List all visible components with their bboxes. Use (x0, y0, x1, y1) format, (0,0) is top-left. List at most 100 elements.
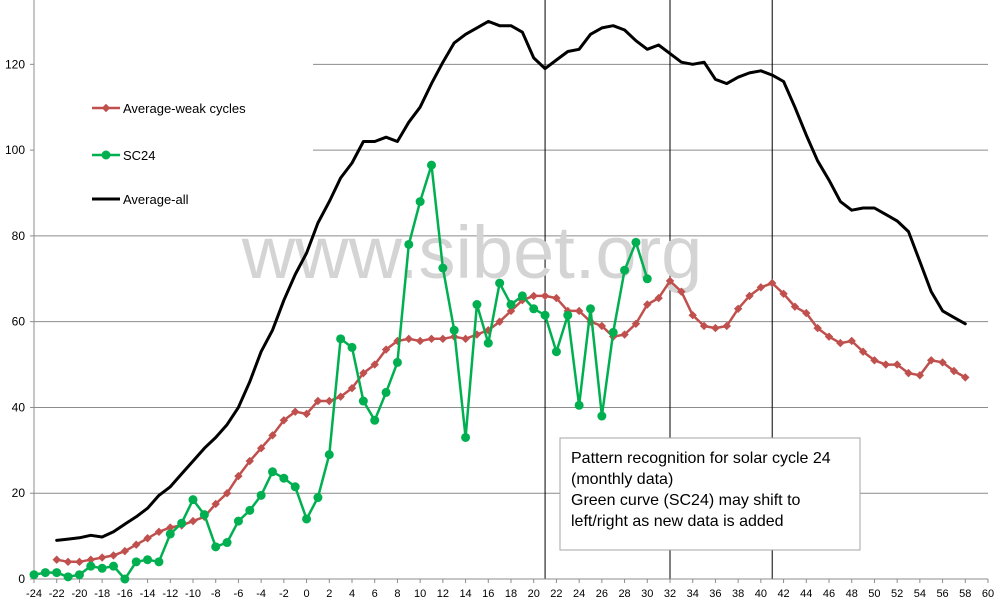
data-point (279, 416, 289, 425)
data-point (370, 415, 380, 425)
data-point (347, 342, 357, 352)
data-point (75, 557, 84, 567)
data-point (677, 287, 686, 296)
x-tick-label: -20 (71, 588, 87, 600)
data-point (86, 561, 96, 571)
data-point (234, 471, 243, 481)
data-point (370, 360, 379, 369)
data-point (927, 356, 936, 365)
data-point (381, 387, 391, 397)
x-tick-label: 38 (732, 588, 744, 600)
x-tick-label: 54 (914, 588, 926, 600)
data-point (517, 291, 527, 301)
annotation-text: left/right as new data is added (571, 513, 784, 530)
data-point (858, 347, 868, 356)
data-point (359, 368, 368, 378)
x-tick-label: 20 (528, 588, 540, 600)
x-tick-label: 48 (846, 588, 858, 600)
data-point (551, 347, 561, 357)
data-point (472, 300, 482, 310)
data-point (768, 278, 777, 288)
data-point (756, 283, 766, 292)
data-point (29, 570, 39, 580)
x-tick-label: 2 (326, 588, 332, 600)
x-tick-label: 32 (664, 588, 676, 600)
data-point (631, 319, 641, 329)
data-point (143, 555, 153, 565)
data-point (40, 568, 50, 578)
data-point (688, 311, 697, 320)
data-point (132, 540, 141, 549)
data-point (268, 467, 277, 477)
data-point (279, 473, 289, 483)
x-tick-label: 24 (573, 588, 585, 600)
data-point (836, 338, 845, 348)
data-point (63, 557, 73, 567)
data-point (347, 383, 357, 393)
data-point (154, 527, 164, 537)
data-point (313, 396, 323, 406)
data-point (733, 304, 743, 313)
data-point (290, 482, 300, 492)
data-point (881, 360, 890, 369)
data-point (506, 306, 516, 316)
data-point (892, 360, 902, 369)
x-tick-label: -4 (256, 588, 266, 600)
data-point (109, 561, 118, 571)
data-point (438, 334, 448, 344)
x-tick-label: 60 (982, 588, 994, 600)
data-point (154, 557, 164, 567)
data-point (256, 490, 266, 500)
x-tick-label: 6 (372, 588, 378, 600)
data-point (574, 306, 584, 316)
y-tick-label: 100 (5, 143, 25, 157)
annotation-text: Pattern recognition for solar cycle 24 (571, 450, 831, 467)
x-tick-label: 42 (777, 588, 789, 600)
data-point (268, 431, 277, 440)
x-tick-label: 46 (823, 588, 835, 600)
data-point (654, 293, 663, 303)
data-point (392, 357, 402, 367)
data-point (779, 289, 788, 298)
data-point (438, 263, 448, 273)
legend-label: Average-weak cycles (123, 101, 246, 116)
data-point (495, 278, 505, 288)
x-tick-label: 26 (596, 588, 608, 600)
data-point (574, 400, 584, 410)
data-point (631, 237, 641, 247)
data-point (642, 274, 652, 284)
annotation-border (559, 437, 861, 551)
data-point (427, 334, 436, 344)
x-tick-label: 36 (709, 588, 721, 600)
data-point (131, 557, 141, 567)
data-point (324, 450, 334, 460)
data-point (495, 317, 504, 326)
data-point (313, 493, 323, 503)
data-point (529, 291, 538, 301)
data-point (143, 534, 152, 543)
data-point (745, 291, 754, 301)
annotation-text: (monthly data) (571, 471, 673, 488)
x-tick-label: 52 (891, 588, 903, 600)
data-point (177, 518, 187, 528)
data-point (52, 568, 62, 578)
data-point (915, 371, 925, 380)
data-point (336, 392, 345, 401)
x-tick-label: -8 (211, 588, 221, 600)
data-point (222, 489, 232, 498)
data-point (483, 338, 493, 348)
data-point (620, 265, 630, 275)
data-point (74, 570, 84, 580)
data-point (302, 409, 311, 419)
grid-layer (34, 0, 988, 579)
x-tick-label: 10 (414, 588, 426, 600)
data-point (211, 542, 221, 552)
data-point (449, 325, 459, 335)
data-point (199, 510, 209, 520)
data-point (188, 516, 198, 526)
data-point (790, 302, 800, 311)
data-point (166, 523, 175, 532)
x-tick-label: 50 (868, 588, 880, 600)
